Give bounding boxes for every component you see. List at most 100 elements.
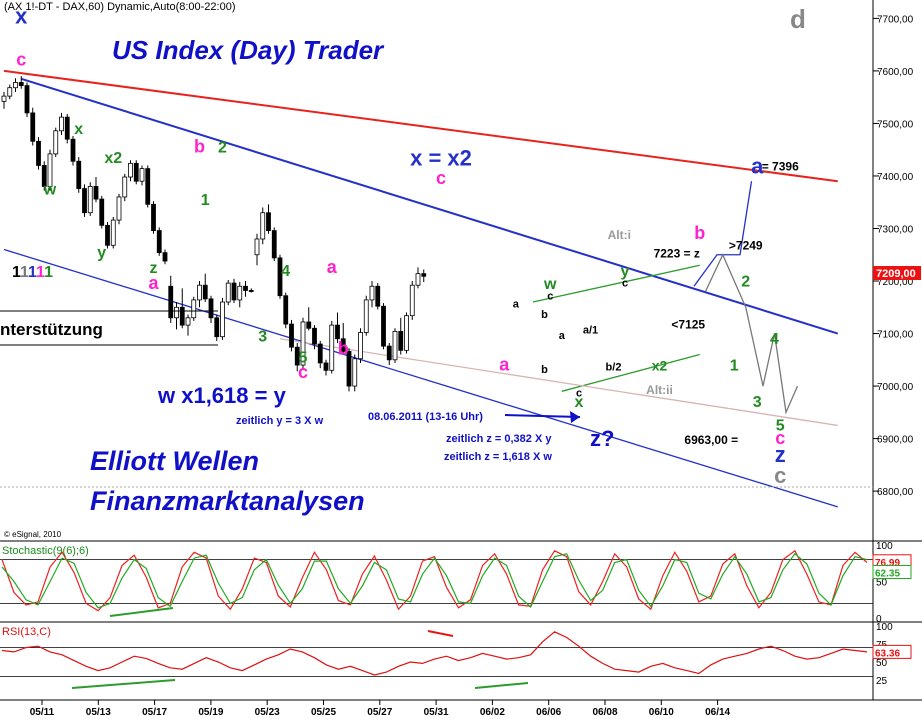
wave-label: c bbox=[298, 362, 308, 382]
price-tick-label: 7400,00 bbox=[877, 172, 914, 183]
candle-body bbox=[398, 331, 404, 351]
rsi-panel: 10075502563.36 bbox=[0, 622, 912, 689]
candle-body bbox=[266, 212, 271, 231]
candle-body bbox=[7, 87, 13, 97]
grey-projection bbox=[704, 253, 799, 415]
candle-body bbox=[409, 284, 415, 317]
candle-body bbox=[294, 346, 300, 366]
candle-body bbox=[24, 85, 30, 114]
candle-body bbox=[87, 186, 93, 214]
price-tick-label: 7600,00 bbox=[877, 67, 914, 78]
price-tick-label: 6900,00 bbox=[877, 435, 914, 446]
wave-label: 6963,00 = bbox=[684, 433, 738, 447]
wave-label: b bbox=[541, 309, 548, 321]
candle-body bbox=[13, 82, 18, 89]
rsi-title: RSI(13,C) bbox=[2, 626, 51, 638]
date-tick-label: 05/23 bbox=[255, 707, 280, 718]
rsi-divergence-line-2 bbox=[474, 682, 529, 689]
candle-body bbox=[30, 112, 36, 142]
candle-body bbox=[174, 306, 179, 319]
candle-body bbox=[122, 176, 128, 198]
candle-body bbox=[145, 168, 151, 205]
finanz-title: Finanzmarktanalysen bbox=[90, 486, 365, 516]
candle-body bbox=[358, 332, 363, 360]
candle-body bbox=[254, 238, 260, 256]
candle-body bbox=[329, 324, 335, 371]
wave-label: 2 bbox=[741, 273, 750, 290]
candle-body bbox=[116, 196, 122, 221]
wave-label: w bbox=[43, 181, 57, 198]
wave-label: 1 bbox=[730, 357, 739, 374]
candle-body bbox=[231, 282, 237, 301]
candlesticks bbox=[1, 76, 427, 392]
indicator-marker-label: 63.36 bbox=[875, 648, 900, 659]
price-tick-label: 7000,00 bbox=[877, 382, 914, 393]
wave-label: b/2 bbox=[606, 361, 622, 373]
blue-lower-channel bbox=[3, 248, 838, 508]
date-tick-label: 05/13 bbox=[86, 707, 111, 718]
wave-label: z bbox=[150, 260, 158, 277]
candle-body bbox=[243, 285, 248, 291]
candle-body bbox=[82, 188, 87, 214]
wave-label: c bbox=[774, 463, 786, 488]
candle-body bbox=[36, 140, 41, 166]
wave-label: a/1 bbox=[583, 325, 598, 337]
candle-body bbox=[139, 168, 145, 182]
green-channel-bottom bbox=[561, 353, 700, 392]
indicator-series bbox=[1, 631, 868, 676]
candle-body bbox=[93, 186, 99, 200]
green-channel-top bbox=[532, 264, 700, 303]
wave-label: a bbox=[148, 273, 159, 293]
price-tick-label: 7100,00 bbox=[877, 330, 914, 341]
support-label: nterstützung bbox=[0, 320, 103, 339]
wave-label: 3 bbox=[258, 328, 267, 345]
indicator-tick: 25 bbox=[876, 676, 888, 687]
price-tick-label: 7300,00 bbox=[877, 224, 914, 235]
price-tick-label: 7700,00 bbox=[877, 14, 914, 25]
candle-body bbox=[237, 285, 243, 301]
candle-body bbox=[346, 350, 352, 387]
wave-label: b bbox=[541, 364, 548, 376]
date-tick-label: 06/14 bbox=[705, 707, 730, 718]
wave-label: y bbox=[621, 263, 630, 280]
wave-label: c bbox=[436, 168, 446, 188]
main-trendlines bbox=[3, 69, 839, 508]
candle-body bbox=[162, 252, 168, 262]
candle-body bbox=[214, 317, 220, 338]
wave-label: a bbox=[751, 153, 764, 178]
time-y-note: zeitlich y = 3 X w bbox=[236, 415, 324, 427]
wave-label: c bbox=[547, 290, 553, 302]
wave-label: 5 bbox=[299, 349, 308, 366]
z-question: z? bbox=[590, 426, 614, 451]
candle-body bbox=[41, 165, 47, 187]
candle-body bbox=[133, 162, 139, 182]
blue-upper-channel bbox=[20, 77, 839, 335]
candle-body bbox=[105, 224, 110, 246]
indicator-tick: 0 bbox=[876, 614, 882, 625]
indicator-marker bbox=[872, 644, 912, 659]
candle-body bbox=[300, 321, 306, 366]
last-price-label: 7209,00 bbox=[876, 268, 916, 280]
wave-label: c bbox=[622, 277, 628, 289]
candle-body bbox=[369, 285, 375, 301]
candle-body bbox=[260, 212, 266, 240]
wave-label: x bbox=[575, 394, 584, 411]
date-tick-label: 05/19 bbox=[198, 707, 223, 718]
wave-label: <7125 bbox=[671, 317, 705, 331]
candle-body bbox=[271, 230, 277, 259]
candle-body bbox=[415, 273, 421, 286]
wave-label: x bbox=[15, 4, 28, 29]
candle-body bbox=[323, 362, 329, 371]
candle-body bbox=[197, 284, 202, 301]
wave-label: c bbox=[775, 428, 785, 448]
wave-label: Alt:i bbox=[608, 228, 631, 242]
degree-legend: 11111 bbox=[12, 264, 53, 281]
candle-body bbox=[110, 219, 116, 246]
price-tick-label: 7500,00 bbox=[877, 119, 914, 130]
wave-label: a bbox=[513, 298, 520, 310]
wave-label: x2 bbox=[104, 150, 122, 167]
indicator-tick: 100 bbox=[876, 622, 893, 633]
